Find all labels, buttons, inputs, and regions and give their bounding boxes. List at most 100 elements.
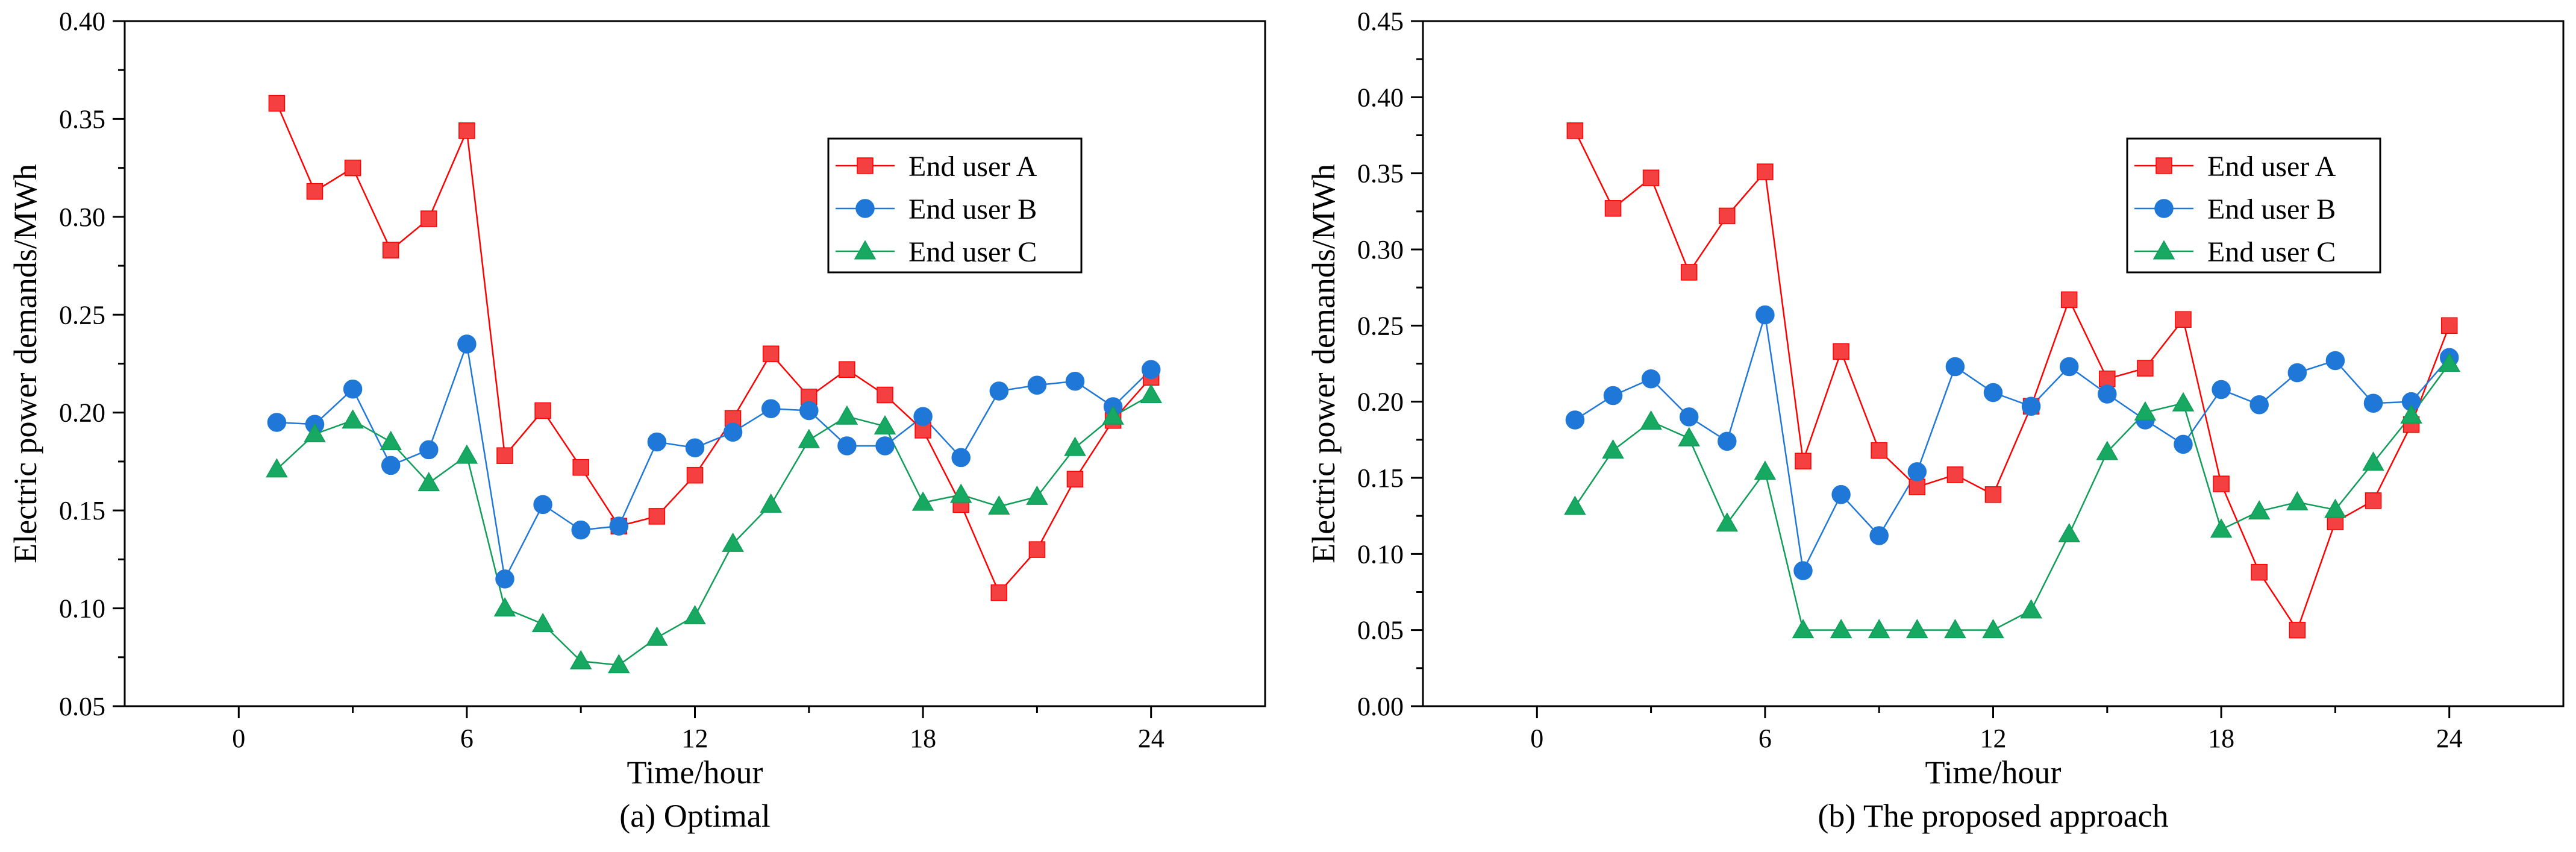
legend-marker	[857, 157, 874, 174]
data-point	[1719, 207, 1736, 225]
data-point	[762, 345, 780, 363]
data-point	[266, 458, 288, 478]
legend-marker	[854, 240, 877, 260]
data-point	[2251, 563, 2268, 581]
data-point	[2363, 393, 2383, 413]
data-point	[1945, 357, 1965, 377]
data-point	[988, 495, 1010, 515]
data-point	[495, 569, 514, 589]
y-tick-label: 0.30	[59, 202, 105, 232]
y-tick-label: 0.25	[1357, 311, 1404, 340]
y-tick-label: 0.10	[59, 594, 105, 624]
data-point	[420, 210, 437, 227]
data-point	[911, 491, 934, 511]
data-point	[572, 459, 589, 476]
data-point	[647, 432, 667, 452]
y-tick-label: 0.15	[59, 496, 105, 525]
y-tick-label: 0.20	[1357, 387, 1404, 417]
data-point	[1680, 264, 1698, 281]
data-point	[342, 409, 364, 429]
y-tick-label: 0.40	[59, 7, 105, 36]
data-point	[382, 242, 399, 258]
data-point	[571, 520, 590, 540]
data-point	[1982, 619, 2004, 639]
data-point	[2059, 357, 2079, 377]
y-tick-label: 0.05	[59, 692, 105, 721]
data-point	[1140, 383, 1162, 403]
y-tick-label: 0.10	[1357, 539, 1404, 569]
data-point	[2174, 434, 2193, 454]
x-tick-label: 18	[2208, 724, 2234, 753]
data-point	[2137, 360, 2154, 377]
y-tick-label: 0.40	[1357, 83, 1404, 112]
data-point	[1755, 305, 1775, 325]
data-point	[2400, 404, 2422, 424]
data-point	[1678, 427, 1700, 446]
data-point	[1604, 200, 1622, 217]
data-point	[2210, 518, 2233, 538]
data-point	[2362, 451, 2384, 471]
data-point	[2096, 440, 2119, 460]
data-point	[417, 472, 440, 492]
data-point	[949, 483, 972, 503]
data-point	[1795, 453, 1812, 469]
data-point	[913, 407, 933, 426]
x-tick-label: 0	[1530, 724, 1543, 753]
data-point	[646, 626, 668, 646]
x-axis-label: Time/hour	[627, 754, 763, 791]
data-point	[343, 379, 363, 399]
data-point	[2324, 498, 2346, 518]
data-point	[2365, 492, 2382, 509]
data-point	[1984, 486, 2002, 503]
data-point	[798, 428, 821, 448]
data-point	[875, 436, 895, 456]
y-tick-label: 0.45	[1357, 7, 1404, 36]
data-point	[761, 399, 781, 418]
data-point	[1868, 619, 1890, 639]
data-point	[799, 401, 819, 421]
x-tick-label: 24	[1138, 724, 1165, 753]
y-axis-label: Electric power demands/MWh	[7, 164, 43, 563]
legend-label: End user C	[908, 236, 1037, 268]
data-point	[648, 508, 666, 525]
data-point	[877, 386, 893, 404]
data-point	[760, 493, 782, 513]
data-point	[455, 444, 478, 464]
data-point	[1602, 439, 1624, 459]
data-point	[836, 405, 858, 425]
data-point	[2020, 599, 2042, 619]
x-tick-label: 0	[232, 724, 245, 753]
data-point	[723, 422, 743, 442]
data-point	[2249, 395, 2269, 415]
data-point	[2021, 396, 2041, 416]
data-point	[2175, 311, 2192, 328]
x-tick-label: 18	[910, 724, 936, 753]
x-tick-label: 24	[2436, 724, 2463, 753]
data-point	[569, 650, 592, 669]
data-point	[381, 456, 401, 475]
data-point	[1792, 619, 1815, 639]
data-point	[1566, 122, 1584, 139]
data-point	[1906, 619, 1928, 639]
data-point	[1907, 462, 1927, 481]
data-point	[268, 95, 286, 112]
data-point	[1718, 431, 1737, 451]
data-point	[2325, 351, 2345, 371]
data-point	[1871, 442, 1887, 459]
data-point	[1066, 471, 1084, 487]
data-point	[2099, 371, 2116, 387]
legend-marker	[2154, 199, 2174, 218]
panel-a: 0.05 0.10 0.15 0.20 0.25 0.30 0.35 0.40 0 6 12 18 24…	[7, 7, 1266, 834]
data-point	[1983, 383, 2003, 403]
y-tick-label: 0.00	[1357, 692, 1404, 721]
data-point	[2440, 317, 2458, 334]
data-point	[2287, 363, 2307, 383]
data-point	[684, 605, 706, 625]
data-point	[1641, 369, 1661, 389]
legend-label: End user B	[908, 193, 1037, 225]
series-line	[1574, 363, 2450, 631]
data-point	[1065, 371, 1085, 391]
data-point	[2289, 621, 2306, 639]
